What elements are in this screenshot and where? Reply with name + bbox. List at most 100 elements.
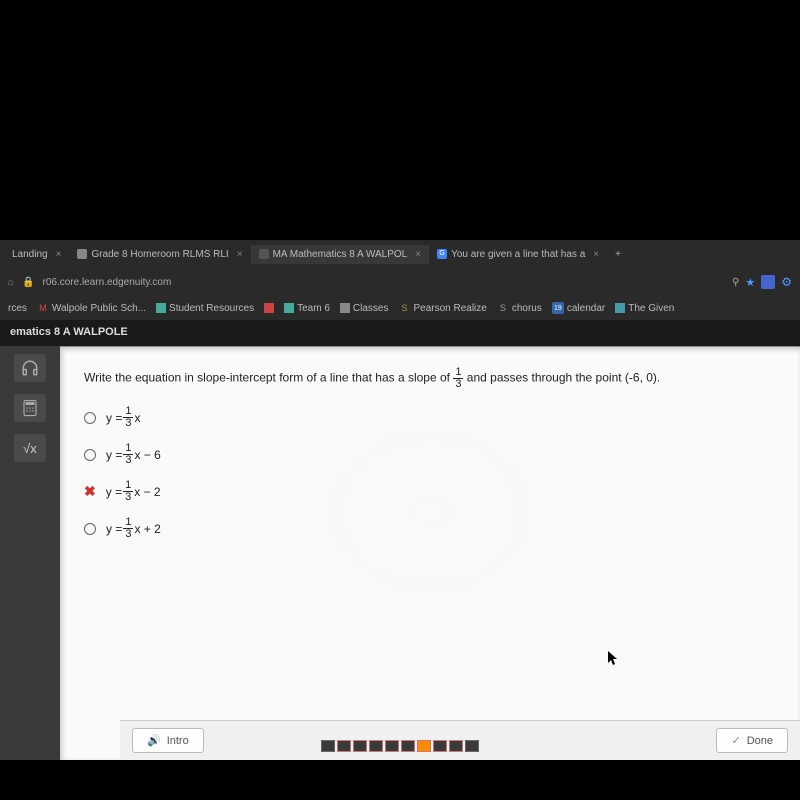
eq-y: y = — [106, 485, 122, 499]
classes-icon — [340, 303, 350, 313]
close-icon[interactable]: × — [415, 249, 421, 260]
radio-icon[interactable] — [84, 523, 96, 535]
bookmark-label: Pearson Realize — [413, 303, 486, 314]
frac-den: 3 — [123, 492, 133, 503]
url-text[interactable]: r06.core.learn.edgenuity.com — [43, 277, 725, 288]
tab-grade8[interactable]: Grade 8 Homeroom RLMS RLI × — [69, 245, 250, 264]
bookmark-student-resources[interactable]: Student Resources — [156, 303, 254, 314]
eq-tail: x — [134, 411, 140, 425]
bookmark-item[interactable] — [264, 303, 274, 313]
gmail-icon: M — [37, 302, 49, 314]
bookmark-given[interactable]: The Given — [615, 303, 674, 314]
option-a[interactable]: y = 1 3 x — [84, 406, 776, 429]
tab-google[interactable]: G You are given a line that has a × — [429, 245, 607, 264]
bookmark-label: calendar — [567, 303, 605, 314]
fraction: 1 3 — [123, 517, 133, 540]
close-icon[interactable]: × — [56, 249, 62, 260]
bookmark-team6[interactable]: Team 6 — [284, 303, 330, 314]
chorus-icon: S — [497, 302, 509, 314]
progress-dot[interactable] — [433, 740, 447, 752]
option-d[interactable]: y = 1 3 x + 2 — [84, 517, 776, 540]
speaker-icon: 🔊 — [147, 734, 161, 747]
equation: y = 1 3 x − 6 — [106, 443, 161, 466]
check-icon: ✓ — [731, 734, 740, 747]
equation: y = 1 3 x — [106, 406, 140, 429]
progress-dot[interactable] — [337, 740, 351, 752]
eq-y: y = — [106, 411, 122, 425]
eq-tail: x + 2 — [134, 522, 160, 536]
bookmark-calendar[interactable]: 19 calendar — [552, 302, 605, 314]
bookmark-pearson[interactable]: S Pearson Realize — [398, 302, 486, 314]
question-suffix: and passes through the point (-6, 0). — [467, 371, 660, 385]
content-body: √x Write the equation in slope-intercept… — [0, 346, 800, 760]
equation: y = 1 3 x − 2 — [106, 480, 161, 503]
progress-dot[interactable] — [401, 740, 415, 752]
progress-dot[interactable] — [369, 740, 383, 752]
equation: y = 1 3 x + 2 — [106, 517, 161, 540]
fraction: 1 3 — [453, 367, 463, 390]
bookmark-label: rces — [8, 303, 27, 314]
frac-den: 3 — [123, 529, 133, 540]
question-text: Write the equation in slope-intercept fo… — [84, 367, 776, 390]
bookmark-label: Classes — [353, 303, 389, 314]
home-icon[interactable]: ⌂ — [8, 277, 14, 288]
search-icon[interactable]: ⚲ — [732, 277, 739, 288]
tab-math[interactable]: MA Mathematics 8 A WALPOL × — [251, 245, 430, 264]
progress-dot-active[interactable] — [417, 740, 431, 752]
progress-dot[interactable] — [449, 740, 463, 752]
intro-button[interactable]: 🔊 Intro — [132, 728, 204, 753]
bookmark-classes[interactable]: Classes — [340, 303, 389, 314]
progress-dot[interactable] — [385, 740, 399, 752]
headphones-icon[interactable] — [14, 354, 46, 382]
question-panel: Write the equation in slope-intercept fo… — [60, 346, 800, 760]
eq-y: y = — [106, 448, 122, 462]
progress-dot[interactable] — [353, 740, 367, 752]
bookmark-chorus[interactable]: S chorus — [497, 302, 542, 314]
radio-icon[interactable] — [84, 449, 96, 461]
calculator-icon[interactable] — [14, 394, 46, 422]
wrong-icon: ✖ — [84, 483, 96, 500]
browser-window: Landing × Grade 8 Homeroom RLMS RLI × MA… — [0, 240, 800, 760]
radio-icon[interactable] — [84, 412, 96, 424]
tab-landing[interactable]: Landing × — [4, 245, 69, 264]
answer-options: y = 1 3 x y = 1 3 — [84, 406, 776, 540]
mouse-cursor — [608, 651, 620, 670]
tab-label: Landing — [12, 249, 48, 260]
done-label: Done — [747, 735, 773, 747]
tab-label: Grade 8 Homeroom RLMS RLI — [91, 249, 228, 260]
page-title: ematics 8 A WALPOLE — [0, 320, 800, 346]
tab-bar: Landing × Grade 8 Homeroom RLMS RLI × MA… — [0, 240, 800, 268]
gear-icon[interactable]: ⚙ — [781, 275, 792, 289]
bookmark-label: The Given — [628, 303, 674, 314]
star-icon[interactable]: ★ — [745, 276, 755, 289]
eq-tail: x − 6 — [134, 448, 160, 462]
bookmark-rces[interactable]: rces — [8, 303, 27, 314]
new-tab-button[interactable]: + — [607, 245, 629, 264]
page-title-text: ematics 8 A WALPOLE — [10, 326, 128, 338]
progress-dots — [321, 740, 479, 752]
tool-sidebar: √x — [0, 346, 60, 760]
tab-label: You are given a line that has a — [451, 249, 585, 260]
bookmark-label: Walpole Public Sch... — [52, 303, 146, 314]
extension-icon[interactable] — [761, 275, 775, 289]
close-icon[interactable]: × — [237, 249, 243, 260]
fraction: 1 3 — [123, 443, 133, 466]
fraction: 1 3 — [123, 480, 133, 503]
google-icon: G — [437, 249, 447, 259]
team-icon — [284, 303, 294, 313]
resource-icon — [156, 303, 166, 313]
frac-den: 3 — [123, 418, 133, 429]
prev-button[interactable] — [321, 740, 335, 752]
option-c[interactable]: ✖ y = 1 3 x − 2 — [84, 480, 776, 503]
book-icon — [615, 303, 625, 313]
bookmark-label: Student Resources — [169, 303, 254, 314]
bookmark-walpole[interactable]: M Walpole Public Sch... — [37, 302, 146, 314]
close-icon[interactable]: × — [593, 249, 599, 260]
sqrt-icon[interactable]: √x — [14, 434, 46, 462]
bookmark-bar: rces M Walpole Public Sch... Student Res… — [0, 296, 800, 320]
option-b[interactable]: y = 1 3 x − 6 — [84, 443, 776, 466]
bookmark-label: chorus — [512, 303, 542, 314]
pearson-icon: S — [398, 302, 410, 314]
next-button[interactable] — [465, 740, 479, 752]
done-button[interactable]: ✓ Done — [716, 728, 788, 753]
